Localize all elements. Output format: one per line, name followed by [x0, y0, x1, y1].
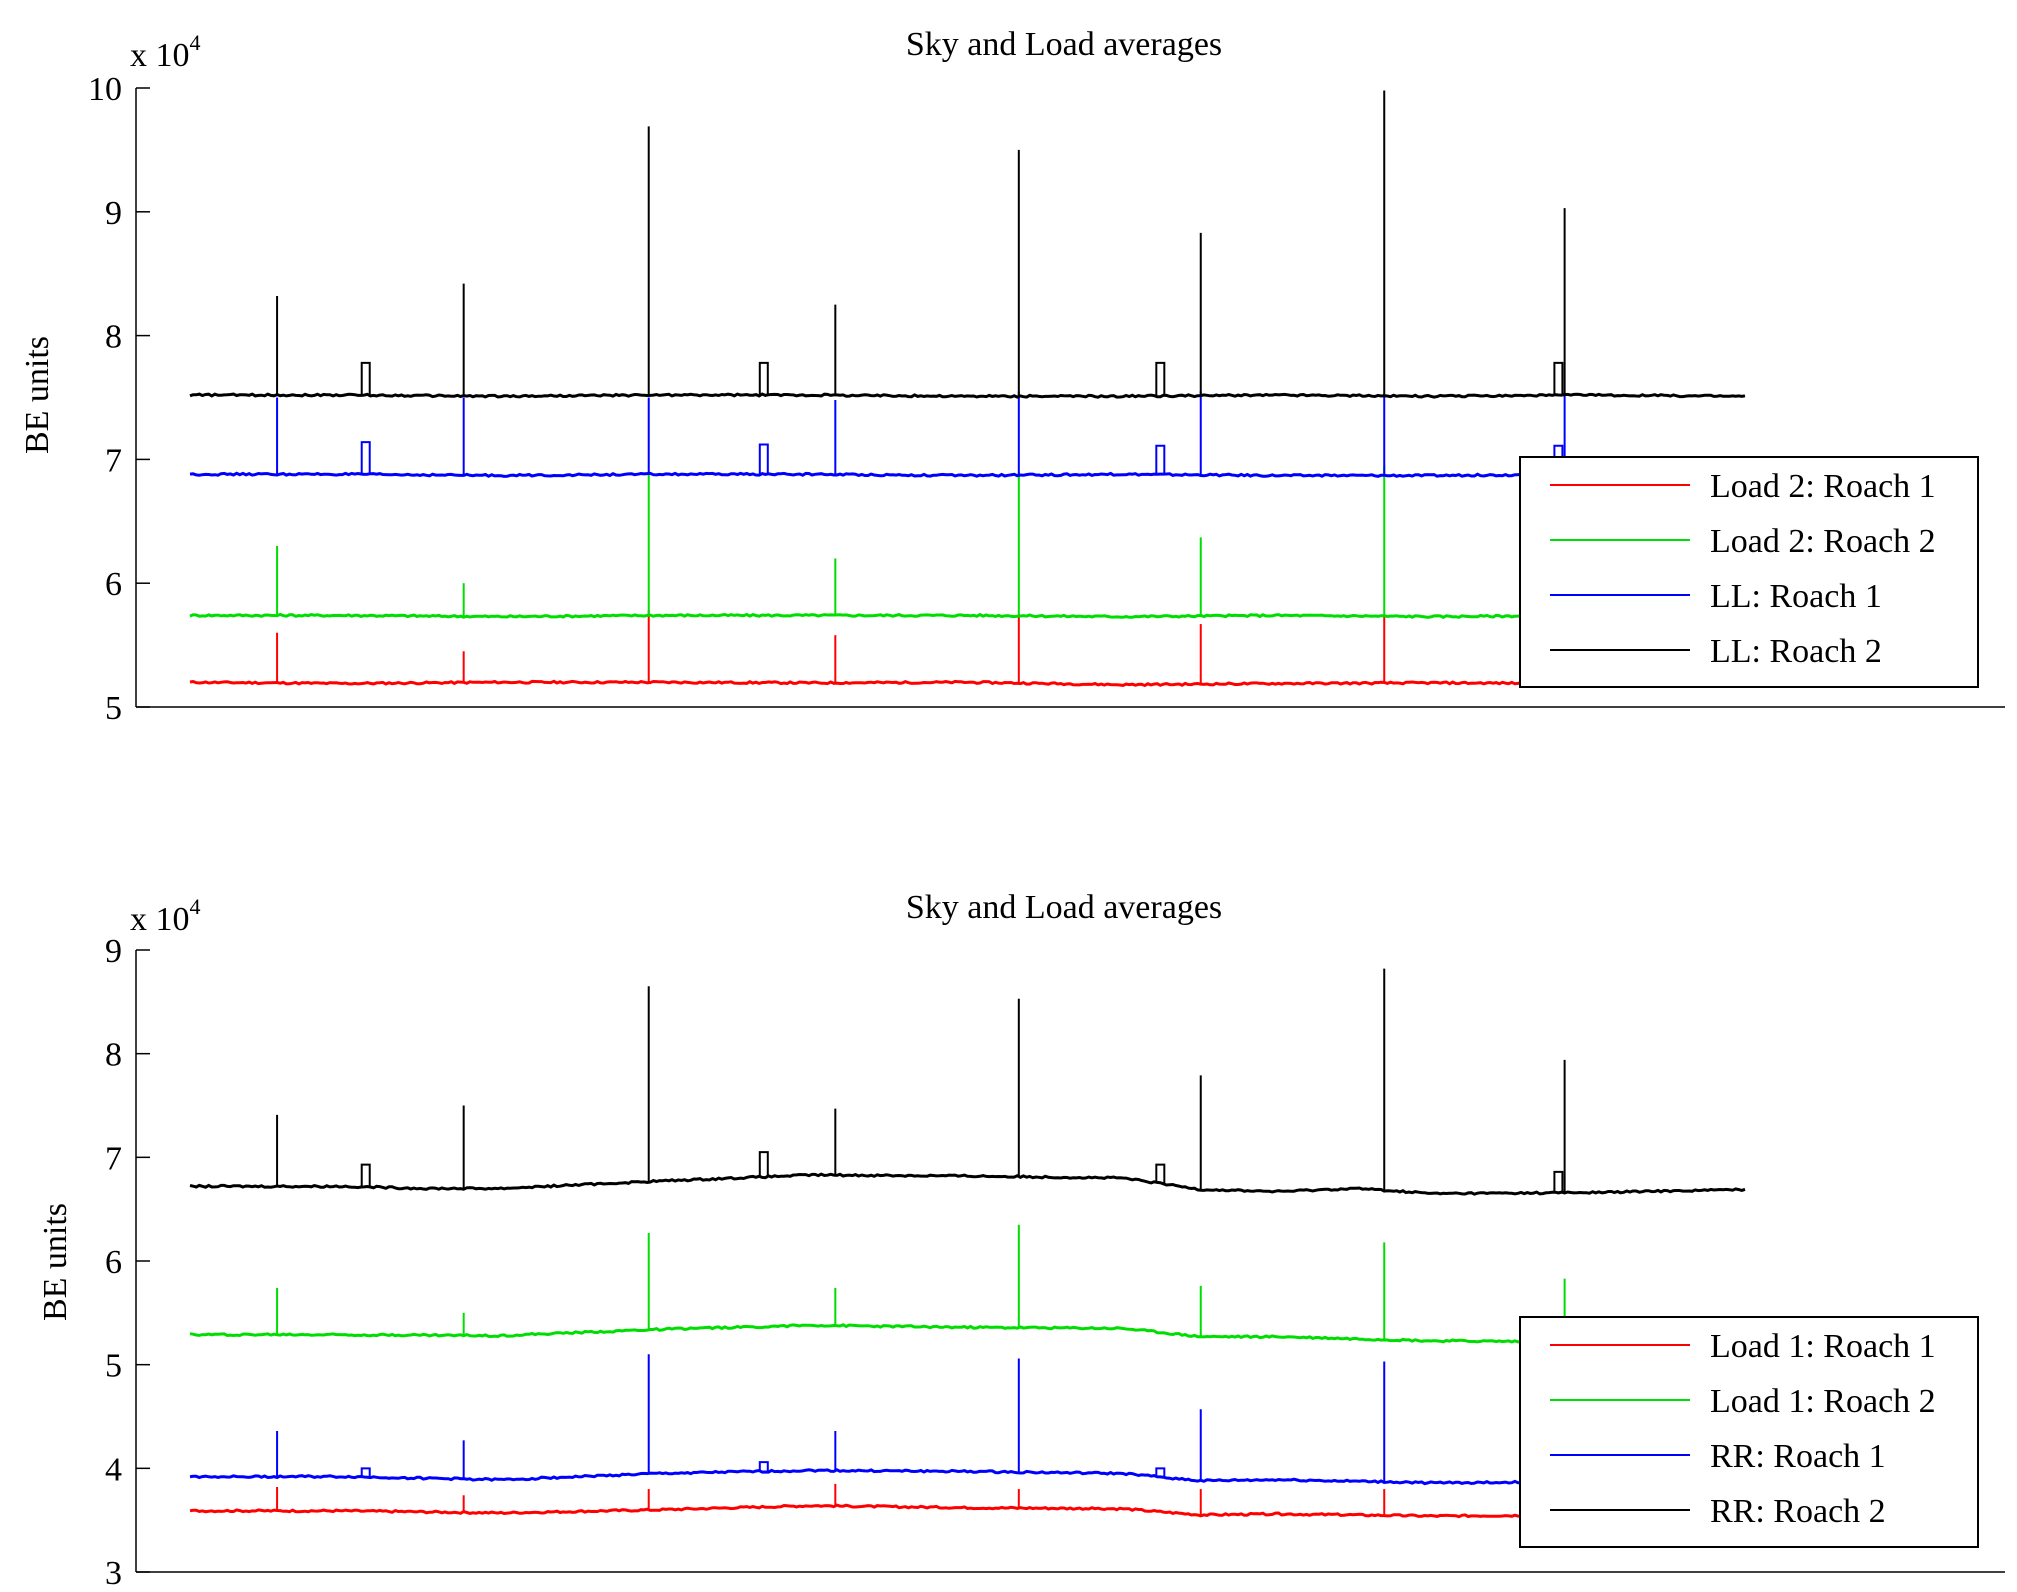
y-tick-label: 5	[105, 1348, 122, 1385]
series-line-3	[189, 471, 1746, 478]
series-line-2	[189, 1323, 1746, 1345]
y-tick-label: 6	[105, 1244, 122, 1281]
series-bump	[1553, 1170, 1564, 1193]
series-bump	[1155, 444, 1166, 475]
top-chart-y-ticks: 5 6 7 8 9 10	[88, 71, 150, 727]
legend-label: RR: Roach 2	[1710, 1493, 1886, 1530]
top-chart-scale-exponent: 4	[190, 30, 201, 55]
y-tick-label: 6	[105, 566, 122, 603]
series-bump	[360, 361, 371, 396]
series-line-1	[189, 679, 1746, 688]
y-tick-label: 7	[105, 1140, 122, 1177]
series-bump	[758, 1461, 769, 1472]
top-chart-scale-base: x 10	[130, 37, 190, 74]
bottom-chart-scale-exponent: 4	[190, 894, 201, 919]
series-bump	[360, 1163, 371, 1187]
bottom-chart-panel: Sky and Load averages BE units x 104 345…	[37, 889, 2005, 1592]
series-bump	[758, 1151, 769, 1177]
legend-label: LL: Roach 1	[1710, 578, 1882, 615]
bottom-chart-y-ticks: 3 4 5 6 7 8 9	[105, 933, 150, 1592]
bottom-chart-series	[189, 968, 1746, 1519]
legend-label: Load 2: Roach 2	[1710, 523, 1936, 560]
y-tick-label: 4	[105, 1451, 122, 1488]
y-tick-label: 10	[88, 71, 122, 108]
series-bump	[1155, 1467, 1166, 1477]
series-bump	[1155, 361, 1166, 396]
bottom-chart-title: Sky and Load averages	[906, 889, 1222, 926]
y-tick-label: 5	[105, 690, 122, 727]
series-line-1	[189, 1503, 1746, 1519]
bottom-chart-scale-label: x 104	[130, 894, 201, 938]
top-chart-panel: Sky and Load averages BE units x 104 5 6 7…	[19, 26, 2005, 727]
y-tick-label: 8	[105, 1037, 122, 1074]
series-bump	[360, 441, 371, 475]
top-chart-legend: Load 2: Roach 1 Load 2: Roach 2 LL: Roach …	[1519, 456, 1979, 688]
legend-label: RR: Roach 1	[1710, 1438, 1886, 1475]
bottom-chart-scale-base: x 10	[130, 901, 190, 938]
series-line-2	[189, 612, 1746, 619]
series-bump	[360, 1467, 371, 1478]
y-tick-label: 8	[105, 319, 122, 356]
series-bump	[758, 443, 769, 475]
y-tick-label: 9	[105, 933, 122, 970]
y-tick-label: 3	[105, 1555, 122, 1592]
y-tick-label: 9	[105, 195, 122, 232]
legend-box	[1519, 456, 1979, 688]
bottom-chart-legend: Load 1: Roach 1 Load 1: Roach 2 RR: Roach …	[1519, 1316, 1979, 1548]
series-bump	[1155, 1163, 1166, 1184]
top-chart-series	[189, 90, 1746, 688]
top-chart-title: Sky and Load averages	[906, 26, 1222, 63]
series-line-4	[189, 1172, 1746, 1196]
series-bump	[1553, 361, 1564, 396]
legend-label: LL: Roach 2	[1710, 633, 1882, 670]
legend-label: Load 1: Roach 2	[1710, 1383, 1936, 1420]
legend-box	[1519, 1316, 1979, 1548]
series-line-3	[189, 1468, 1746, 1486]
y-tick-label: 7	[105, 442, 122, 479]
legend-label: Load 1: Roach 1	[1710, 1328, 1936, 1365]
series-line-4	[189, 392, 1746, 399]
top-chart-ylabel: BE units	[19, 336, 56, 454]
series-bump	[758, 361, 769, 396]
top-chart-scale-label: x 104	[130, 30, 201, 74]
legend-label: Load 2: Roach 1	[1710, 468, 1936, 505]
bottom-chart-ylabel: BE units	[37, 1203, 74, 1321]
